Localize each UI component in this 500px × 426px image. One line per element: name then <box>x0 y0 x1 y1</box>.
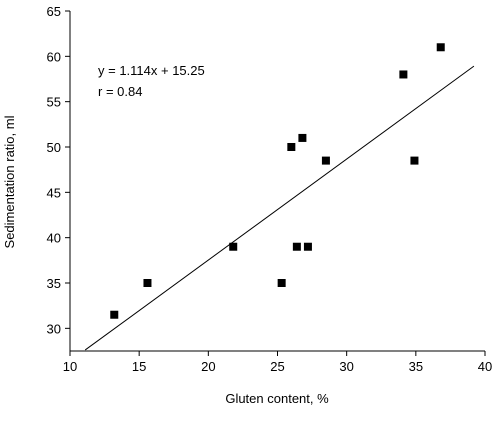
x-tick-label: 35 <box>409 359 423 374</box>
x-tick-label: 25 <box>270 359 284 374</box>
y-tick-label: 35 <box>47 276 61 291</box>
data-point-marker <box>292 242 301 251</box>
regression-equation: y = 1.114x + 15.25 <box>98 63 205 78</box>
data-point-marker <box>436 43 445 52</box>
regression-line-group <box>84 65 475 351</box>
correlation-coefficient: r = 0.84 <box>98 84 142 99</box>
data-points <box>110 43 445 319</box>
x-tick-label: 20 <box>201 359 215 374</box>
data-point-marker <box>143 279 152 287</box>
y-tick-label: 30 <box>47 321 61 336</box>
regression-line <box>84 65 475 351</box>
y-axis-label: Sedimentation ratio, ml <box>2 115 17 248</box>
y-tick-label: 40 <box>47 231 61 246</box>
y-tick-label: 45 <box>47 185 61 200</box>
axes <box>69 11 485 352</box>
y-tick-label: 65 <box>47 4 61 19</box>
data-point-marker <box>298 133 307 142</box>
data-point-marker <box>229 242 238 251</box>
x-tick-label: 10 <box>63 359 77 374</box>
data-point-marker <box>321 156 330 165</box>
x-axis-label: Gluten content, % <box>225 391 329 406</box>
ticks: 10 15 20 25 30 35 40 30 35 40 45 50 55 60 65 <box>47 4 493 374</box>
y-tick-label: 50 <box>47 140 61 155</box>
data-point-marker <box>287 143 296 151</box>
data-point-marker <box>110 310 119 319</box>
y-tick-label: 55 <box>47 95 61 110</box>
x-tick-label: 30 <box>339 359 353 374</box>
x-tick-label: 40 <box>478 359 492 374</box>
data-point-marker <box>410 156 419 165</box>
data-point-marker <box>277 279 286 287</box>
y-tick-label: 60 <box>47 49 61 64</box>
data-point-marker <box>399 70 408 79</box>
data-point-marker <box>303 242 312 251</box>
x-tick-label: 15 <box>132 359 146 374</box>
